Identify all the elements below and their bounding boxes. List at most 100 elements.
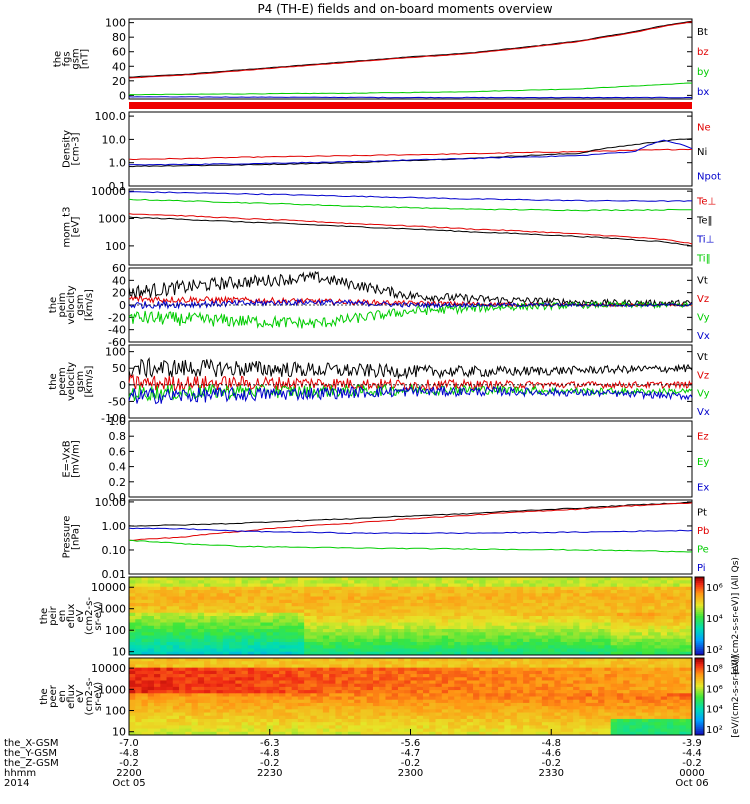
spectrogram-cell — [247, 670, 255, 675]
spectrogram-cell — [560, 728, 568, 733]
spectrogram-cell — [416, 632, 424, 636]
spectrogram-cell — [172, 712, 180, 717]
spectrogram-cell — [354, 696, 361, 701]
spectrogram-cell — [222, 599, 230, 604]
spectrogram-cell — [210, 632, 217, 636]
spectrogram-cell — [616, 583, 624, 588]
spectrogram-cell — [335, 645, 343, 649]
spectrogram-cell — [541, 638, 549, 643]
spectrogram-cell — [266, 690, 274, 694]
colorbar-segment — [695, 663, 704, 667]
spectrogram-cell — [641, 616, 649, 620]
spectrogram-cell — [535, 616, 543, 620]
spectrogram-cell — [648, 616, 655, 620]
colorbar-segment — [695, 731, 704, 734]
spectrogram-cell — [210, 686, 217, 691]
spectrogram-cell — [573, 670, 580, 675]
spectrogram-cell — [666, 667, 674, 672]
spectrogram-cell — [304, 642, 311, 646]
spectrogram-cell — [154, 577, 161, 581]
spectrogram-cell — [466, 658, 474, 662]
spectrogram-cell — [241, 596, 249, 601]
spectrogram-cell — [454, 616, 461, 620]
spectrogram-cell — [573, 616, 580, 620]
spectrogram-cell — [160, 583, 167, 588]
spectrogram-cell — [473, 664, 480, 669]
spectrogram-cell — [172, 590, 180, 594]
spectrogram-cell — [416, 731, 424, 736]
colorbar-segment — [695, 719, 704, 723]
spectrogram-cell — [235, 658, 242, 662]
spectrogram-cell — [491, 696, 499, 701]
spectrogram-cell — [235, 674, 242, 678]
spectrogram-cell — [229, 612, 236, 617]
spectrogram-cell — [304, 593, 311, 597]
spectrogram-cell — [585, 632, 593, 636]
spectrogram-cell — [285, 699, 293, 704]
spectrogram-cell — [404, 715, 411, 720]
spectrogram-cell — [448, 696, 455, 701]
spectrogram-cell — [485, 622, 493, 627]
spectrogram-cell — [554, 638, 562, 643]
spectrogram-cell — [141, 674, 149, 678]
spectrogram-cell — [660, 622, 668, 627]
spectrogram-cell — [448, 686, 455, 691]
spectrogram-cell — [172, 642, 180, 646]
spectrogram-cell — [529, 651, 537, 656]
spectrogram-cell — [660, 593, 668, 597]
spectrogram-cell — [435, 686, 443, 691]
spectrogram-cell — [154, 596, 161, 601]
spectrogram-cell — [404, 718, 411, 723]
spectrogram-cell — [354, 658, 361, 662]
spectrogram-cell — [591, 709, 599, 713]
spectrogram-cell — [435, 596, 443, 601]
x-axis-row-label: the_X-GSM — [4, 738, 58, 749]
spectrogram-cell — [504, 603, 511, 607]
spectrogram-cell — [598, 709, 605, 713]
spectrogram-cell — [347, 599, 355, 604]
spectrogram-cell — [297, 612, 305, 617]
spectrogram-cell — [172, 699, 180, 704]
spectrogram-cell — [316, 593, 324, 597]
spectrogram-cell — [185, 642, 192, 646]
spectrogram-cell — [629, 702, 637, 707]
spectrogram-cell — [429, 580, 436, 584]
spectrogram-cell — [254, 686, 261, 691]
spectrogram-cell — [241, 680, 249, 685]
spectrogram-cell — [216, 638, 224, 643]
colorbar-segment — [695, 667, 704, 671]
spectrogram-cell — [410, 593, 418, 597]
spectrogram-cell — [410, 674, 418, 678]
spectrogram-cell — [297, 586, 305, 591]
spectrogram-cell — [147, 606, 155, 610]
spectrogram-cell — [629, 632, 637, 636]
spectrogram-cell — [235, 718, 242, 723]
spectrogram-cell — [473, 593, 480, 597]
spectrogram-cell — [191, 629, 199, 633]
spectrogram-cell — [410, 693, 418, 697]
spectrogram-cell — [160, 699, 167, 704]
spectrogram-cell — [460, 693, 468, 697]
x-tick-label: -4.8 — [541, 738, 561, 749]
spectrogram-cell — [316, 658, 324, 662]
spectrogram-cell — [554, 603, 562, 607]
spectrogram-cell — [473, 706, 480, 710]
spectrogram-cell — [222, 606, 230, 610]
spectrogram-cell — [535, 580, 543, 584]
spectrogram-cell — [329, 664, 336, 669]
spectrogram-cell — [416, 577, 424, 581]
spectrogram-cell — [179, 683, 186, 688]
spectrogram-cell — [523, 722, 530, 726]
spectrogram-cell — [673, 718, 680, 723]
spectrogram-cell — [491, 583, 499, 588]
spectrogram-cell — [154, 661, 161, 665]
spectrogram-cell — [585, 696, 593, 701]
spectrogram-cell — [391, 609, 399, 614]
spectrogram-cell — [466, 696, 474, 701]
spectrogram-cell — [654, 651, 662, 656]
spectrogram-cell — [598, 648, 605, 653]
spectrogram-cell — [241, 590, 249, 594]
spectrogram-cell — [379, 731, 386, 736]
spectrogram-cell — [391, 606, 399, 610]
spectrogram-cell — [391, 725, 399, 729]
